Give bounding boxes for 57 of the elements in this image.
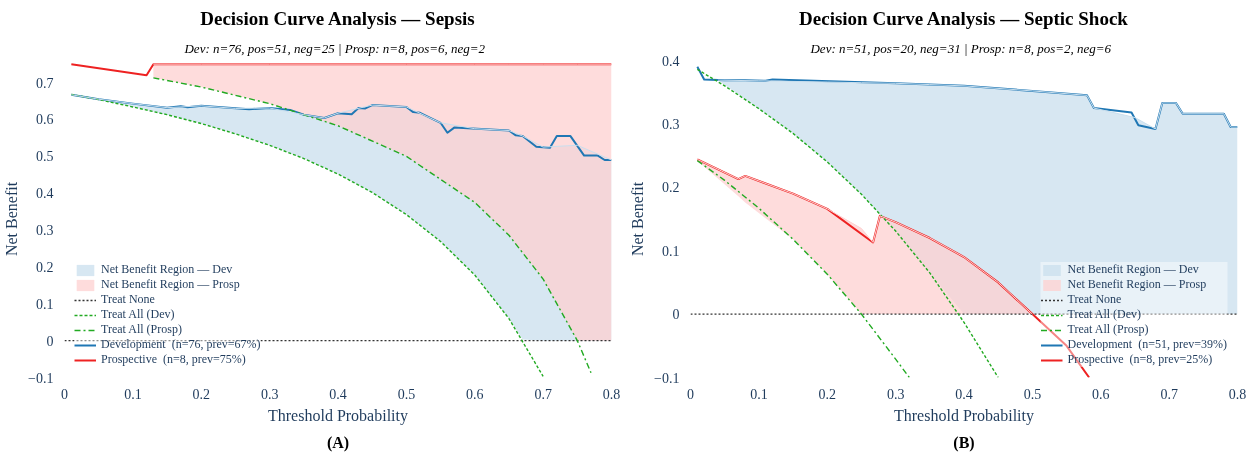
x-tick-label: 0 [61, 386, 68, 402]
y-tick-label: 0.3 [36, 223, 54, 239]
chart-subtitle: Dev: n=51, pos=20, neg=31 | Prosp: n=8, pos=2, neg=6 [809, 40, 1112, 56]
x-tick-label: 0.8 [602, 386, 621, 402]
legend-label: Net Benefit Region — Prosp [1067, 277, 1207, 292]
x-axis-title: Threshold Probability [268, 406, 408, 425]
y-tick-label: 0.4 [662, 53, 680, 69]
x-tick-label: 0.5 [397, 386, 416, 402]
y-axis-title: Net Benefit [629, 181, 647, 257]
y-tick-label: 0.2 [662, 180, 680, 196]
x-axis-title: Threshold Probability [894, 406, 1034, 425]
x-tick-label: 0.6 [1092, 386, 1110, 402]
x-tick-label: 0.3 [886, 386, 905, 402]
x-tick-label: 0.6 [466, 386, 484, 402]
y-axis-title: Net Benefit [3, 181, 21, 257]
legend-label: Treat All (Prosp) [101, 322, 182, 337]
y-tick-label: −0.1 [28, 370, 54, 386]
x-tick-label: 0.7 [1160, 386, 1178, 402]
y-tick-label: 0 [672, 307, 680, 323]
y-tick-label: 0 [46, 333, 54, 349]
x-tick-label: 0.8 [1228, 386, 1247, 402]
y-tick-label: −0.1 [654, 370, 680, 386]
legend-label: Net Benefit Region — Dev [1067, 262, 1199, 277]
legend-label: Treat All (Prosp) [1067, 322, 1149, 337]
chart-title: Decision Curve Analysis — Septic Shock [799, 7, 1129, 29]
chart-title: Decision Curve Analysis — Sepsis [200, 7, 475, 29]
legend-label: Development (n=51, prev=39%) [1067, 337, 1227, 352]
legend-label: Treat None [1067, 292, 1122, 307]
y-tick-label: 0.1 [36, 296, 54, 312]
text: (B) [953, 433, 975, 452]
legend-label: Prospective (n=8, prev=75%) [101, 352, 246, 367]
legend-label: Treat All (Dev) [101, 307, 175, 322]
y-tick-label: 0.5 [36, 149, 54, 165]
x-tick-label: 0 [687, 386, 694, 402]
legend-label: Net Benefit Region — Prosp [101, 277, 240, 292]
x-tick-label: 0.4 [329, 386, 347, 402]
x-tick-label: 0.5 [1023, 386, 1042, 402]
y-tick-label: 0.6 [36, 112, 54, 128]
legend-label: Prospective (n=8, prev=25%) [1067, 352, 1213, 367]
legend-label: Development (n=76, prev=67%) [101, 337, 261, 352]
x-tick-label: 0.1 [750, 386, 768, 402]
x-tick-label: 0.1 [124, 386, 142, 402]
legend-label: Treat All (Dev) [1067, 307, 1142, 322]
y-tick-label: 0.1 [662, 243, 680, 259]
y-tick-label: 0.2 [36, 259, 54, 275]
chart-subtitle: Dev: n=76, pos=51, neg=25 | Prosp: n=8, pos=6, neg=2 [183, 40, 486, 56]
legend-label: Treat None [101, 292, 155, 307]
x-tick-label: 0.2 [192, 386, 210, 402]
x-tick-label: 0.4 [955, 386, 973, 402]
y-tick-label: 0.4 [36, 186, 54, 202]
legend-label: Net Benefit Region — Dev [101, 262, 233, 277]
text: (A) [326, 433, 350, 452]
y-tick-label: 0.7 [36, 75, 54, 91]
x-tick-label: 0.7 [534, 386, 552, 402]
x-tick-label: 0.2 [818, 386, 836, 402]
y-tick-label: 0.3 [662, 116, 680, 132]
x-tick-label: 0.3 [260, 386, 279, 402]
